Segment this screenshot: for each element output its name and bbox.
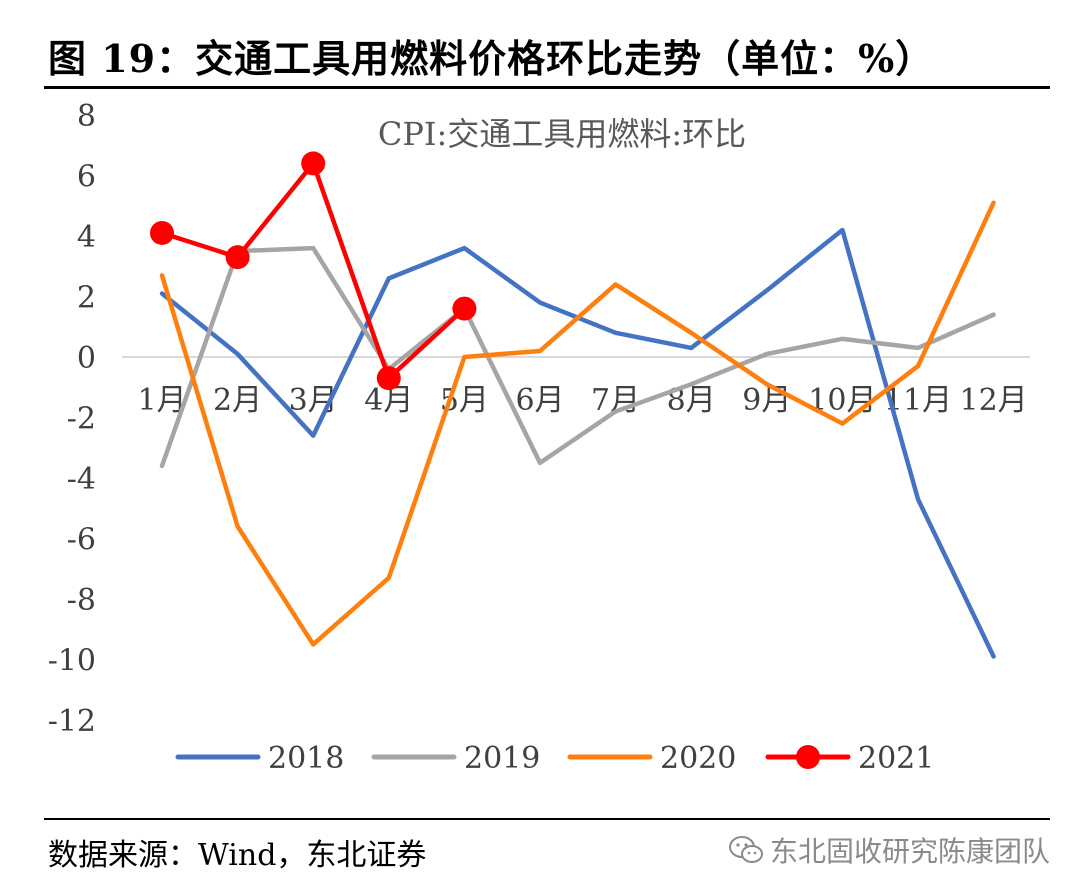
- legend-label: 2018: [268, 741, 344, 776]
- y-tick-label: 4: [77, 220, 96, 255]
- legend-label: 2020: [660, 741, 736, 776]
- data-point-2021: [150, 220, 174, 245]
- y-tick-label: 6: [77, 160, 96, 195]
- y-tick-label: -4: [67, 462, 96, 497]
- legend-marker-2021: [796, 745, 820, 769]
- x-tick-label: 2月: [213, 383, 262, 418]
- wechat-icon: [729, 836, 763, 863]
- chart-title: CPI:交通工具用燃料:环比: [378, 115, 746, 153]
- data-point-2021: [225, 245, 250, 270]
- series-layer: [150, 151, 996, 659]
- x-tick-label: 6月: [515, 383, 564, 418]
- legend-item-2019: 2019: [371, 741, 540, 776]
- series-2019: [159, 245, 996, 469]
- y-tick-label: -8: [67, 583, 96, 618]
- y-tick-label: -10: [48, 644, 96, 679]
- legend: 2018 2019 2020 2021: [175, 741, 934, 776]
- y-tick-label: -2: [67, 402, 96, 437]
- legend-item-2020: 2020: [567, 741, 736, 776]
- y-tick-label: -6: [67, 523, 96, 558]
- series-2021: [150, 151, 477, 391]
- legend-label: 2019: [464, 741, 540, 776]
- y-tick-label: 8: [77, 99, 96, 134]
- x-tick-label: 1月: [137, 383, 186, 418]
- y-axis: 8 6 4 2 0 -2 -4 -6 -8 -10 -12: [48, 99, 96, 739]
- data-point-2021: [452, 296, 477, 321]
- watermark: 东北固收研究陈康团队: [728, 830, 1050, 870]
- data-point-2021: [301, 151, 326, 176]
- y-tick-label: -12: [48, 704, 96, 739]
- bottom-rule: [44, 818, 1050, 820]
- top-rule: [44, 86, 1050, 89]
- figure-title: 图 19：交通工具用燃料价格环比走势（单位：%）: [48, 36, 935, 81]
- legend-label: 2021: [858, 741, 934, 776]
- x-axis: 1月 2月 3月 4月 5月 6月 7月 8月 9月 10月 11月 12月: [137, 383, 1027, 418]
- legend-item-2018: 2018: [175, 741, 344, 776]
- x-tick-label: 12月: [960, 383, 1028, 418]
- data-point-2021: [376, 366, 401, 391]
- y-tick-label: 0: [77, 341, 96, 376]
- series-line-2020: [159, 200, 996, 647]
- watermark-text: 东北固收研究陈康团队: [770, 835, 1051, 868]
- series-line-2018: [159, 227, 996, 659]
- legend-item-2021: 2021: [765, 741, 934, 776]
- series-2020: [159, 200, 996, 647]
- series-line-2019: [159, 245, 996, 469]
- series-2018: [159, 227, 996, 659]
- source-note: 数据来源：Wind，东北证券: [48, 838, 427, 873]
- x-tick-label: 9月: [742, 383, 791, 418]
- y-tick-label: 2: [77, 281, 96, 316]
